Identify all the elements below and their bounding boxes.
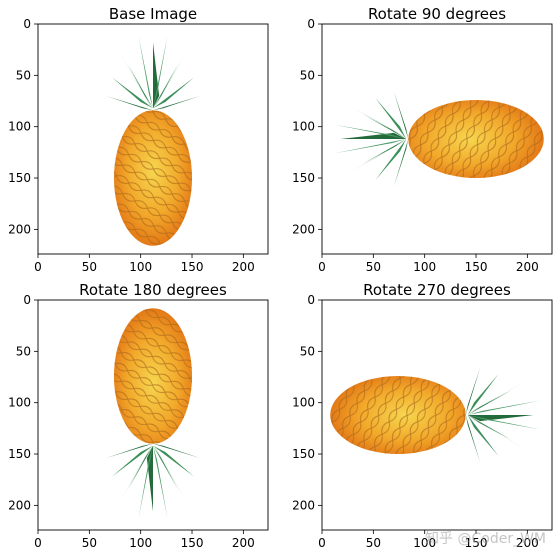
x-tick-label: 200 [232,536,255,550]
y-tick-label: 200 [292,498,315,512]
y-tick-label: 50 [16,344,31,358]
subplot-2: Rotate 90 degrees 0 50 100 150 200 0 50 100 150 20… [292,5,553,274]
pineapple-image [105,36,201,246]
subplot-3: Rotate 180 degrees 0 50 100 150 200 0 50 100 150 2… [8,281,269,550]
axes-frame [37,23,269,255]
x-tick-label: 200 [516,260,539,274]
x-tick-label: 150 [181,536,204,550]
y-tick-label: 50 [300,68,315,82]
y-tick-label: 150 [292,447,315,461]
y-tick-label: 150 [8,447,31,461]
x-tick-label: 150 [181,260,204,274]
y-tick-label: 0 [307,293,315,307]
x-tick-label: 0 [34,260,42,274]
x-tick-label: 150 [465,260,488,274]
x-tick-label: 100 [129,536,152,550]
y-tick-label: 100 [292,120,315,134]
x-tick-label: 100 [413,260,436,274]
subplot-title: Rotate 90 degrees [368,5,506,23]
y-tick-label: 150 [292,171,315,185]
y-tick-label: 0 [307,17,315,31]
y-tick-label: 200 [8,222,31,236]
subplot-title: Base Image [109,5,197,23]
pineapple-image [105,308,201,518]
axes-frame [321,299,553,531]
y-tick-label: 150 [8,171,31,185]
y-tick-label: 200 [8,498,31,512]
x-tick-label: 200 [516,536,539,550]
x-tick-label: 200 [232,260,255,274]
y-tick-label: 100 [292,396,315,410]
x-tick-label: 100 [413,536,436,550]
subplot-title: Rotate 180 degrees [79,281,227,299]
watermark-text: 知乎 @Coder_WM [425,531,546,547]
x-tick-label: 100 [129,260,152,274]
x-tick-label: 0 [318,536,326,550]
subplot-title: Rotate 270 degrees [363,281,511,299]
pineapple-image [330,367,540,463]
x-tick-label: 0 [34,536,42,550]
y-tick-label: 0 [23,17,31,31]
axes-frame [37,299,269,531]
axes-frame [321,23,553,255]
x-tick-label: 50 [366,536,381,550]
y-tick-label: 50 [16,68,31,82]
subplot-4: Rotate 270 degrees 0 50 100 150 200 0 50 100 150 2… [292,281,553,550]
x-tick-label: 150 [465,536,488,550]
y-tick-label: 100 [8,120,31,134]
x-tick-label: 50 [366,260,381,274]
y-tick-label: 100 [8,396,31,410]
subplot-1: Base Image 0 50 100 150 200 0 50 100 150 200 [8,5,269,274]
x-tick-label: 50 [82,536,97,550]
y-tick-label: 200 [292,222,315,236]
y-tick-label: 50 [300,344,315,358]
x-tick-label: 50 [82,260,97,274]
y-tick-label: 0 [23,293,31,307]
pineapple-image [334,91,544,187]
x-tick-label: 0 [318,260,326,274]
